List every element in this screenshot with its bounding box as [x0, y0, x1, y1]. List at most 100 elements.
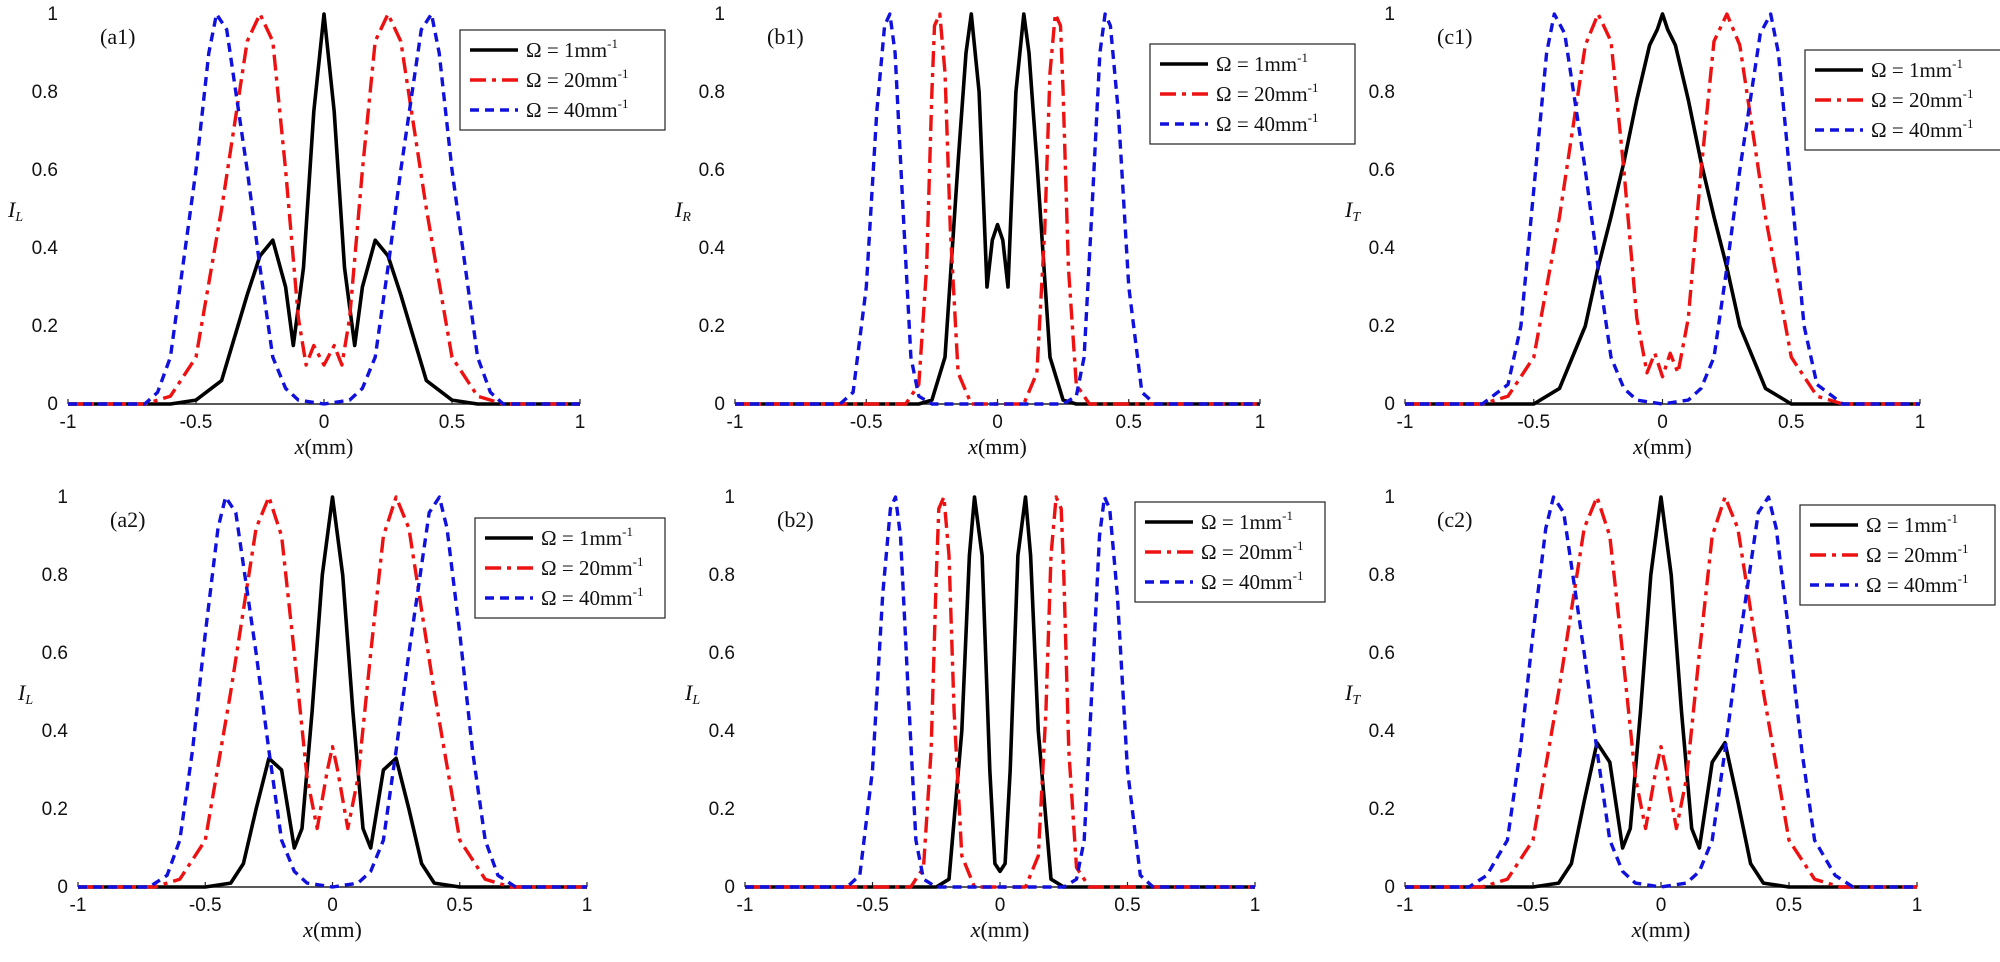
legend-label-text: Ω = 20mm	[1871, 88, 1963, 112]
series-line-2	[78, 495, 587, 889]
x-axis-label-var: x	[294, 434, 305, 459]
x-tick-label: -1	[1397, 895, 1414, 916]
x-tick-label: -1	[70, 895, 87, 916]
x-tick-label: 0	[327, 895, 338, 916]
x-tick-label: 0.5	[1778, 412, 1804, 433]
y-tick-label: 0.2	[1369, 316, 1395, 337]
panel-label: (c1)	[1437, 24, 1472, 49]
x-tick-label: 0	[992, 412, 1003, 433]
x-axis-label: x(mm)	[967, 434, 1027, 459]
legend-label-sup: -1	[633, 554, 644, 569]
y-tick-label: 0	[57, 877, 68, 898]
legend-label-sup: -1	[1282, 508, 1293, 523]
chart-panel: -1 -0.5 0 0.5 1 0 0.2 0.4 0.6 0.8 1 x(mm) IT (c2) Ω = …	[1344, 487, 1996, 942]
series-line-1	[745, 495, 1255, 889]
chart-panel: -1 -0.5 0 0.5 1 0 0.2 0.4 0.6 0.8 1 x(mm) IL (a1) Ω = …	[7, 4, 666, 459]
series-line-3	[78, 495, 587, 889]
y-axis-label: IL	[7, 197, 23, 225]
x-tick-label: -0.5	[856, 895, 889, 916]
chart-panel: -1 -0.5 0 0.5 1 0 0.2 0.4 0.6 0.8 1 x(mm) IL (a2) Ω = …	[17, 487, 666, 942]
y-tick-label: 0.4	[1369, 238, 1396, 259]
x-axis-label-var: x	[967, 434, 978, 459]
panel-label: (a1)	[100, 24, 135, 49]
legend-label-sup: -1	[1958, 571, 1969, 586]
legend-label-3: Ω = 40mm-1	[1866, 571, 1968, 597]
x-tick-label: -1	[737, 895, 754, 916]
y-tick-label: 0	[1384, 394, 1395, 415]
x-axis-label: x(mm)	[302, 917, 362, 942]
x-axis-label-var: x	[1632, 434, 1643, 459]
y-tick-label: 0.8	[699, 82, 725, 103]
y-axis-label-sub: L	[14, 210, 23, 225]
y-tick-label: 0.6	[699, 160, 725, 181]
y-tick-label: 0.8	[709, 565, 735, 586]
series-line-3	[68, 12, 580, 406]
y-tick-label: 0	[724, 877, 735, 898]
y-axis-label-sub: T	[1352, 210, 1361, 225]
y-tick-label: 0.6	[32, 160, 58, 181]
y-tick-label: 0.2	[1369, 799, 1395, 820]
legend-label-text: Ω = 20mm	[1866, 543, 1958, 567]
x-tick-label: 0.5	[1116, 412, 1142, 433]
legend-box	[474, 517, 666, 619]
legend-label-2: Ω = 20mm-1	[1201, 538, 1303, 564]
legend-label-text: Ω = 20mm	[526, 68, 618, 92]
legend: Ω = 1mm-1Ω = 20mm-1Ω = 40mm-1	[474, 517, 666, 619]
chart-panel: -1 -0.5 0 0.5 1 0 0.2 0.4 0.6 0.8 1 x(mm) IL (b2) Ω = …	[684, 487, 1326, 942]
series-line-1	[735, 12, 1260, 406]
x-axis-label-var: x	[970, 917, 981, 942]
chart-panel: -1 -0.5 0 0.5 1 0 0.2 0.4 0.6 0.8 1 x(mm) IT (c1) Ω = …	[1344, 4, 2000, 459]
y-tick-label: 1	[714, 4, 725, 25]
legend-label-text: Ω = 20mm	[1201, 540, 1293, 564]
legend-label-sup: -1	[1947, 511, 1958, 526]
y-tick-label: 1	[724, 487, 735, 508]
y-tick-label: 1	[57, 487, 68, 508]
series-line-1	[1405, 495, 1917, 889]
y-tick-label: 0.2	[699, 316, 725, 337]
legend-label-text: Ω = 40mm	[526, 98, 618, 122]
legend-label-text: Ω = 40mm	[1866, 573, 1958, 597]
y-tick-label: 0.4	[42, 721, 69, 742]
series-line-3	[735, 12, 1260, 406]
series-line-3	[1405, 12, 1920, 406]
legend-label-sup: -1	[622, 524, 633, 539]
legend-label-text: Ω = 1mm	[541, 526, 622, 550]
y-axis-label-sub: L	[24, 693, 33, 708]
panel-label: (b2)	[777, 507, 814, 532]
legend-label-text: Ω = 1mm	[1216, 52, 1297, 76]
y-tick-label: 0.6	[709, 643, 735, 664]
y-tick-label: 0.8	[42, 565, 68, 586]
y-axis-label-main: I	[674, 197, 684, 222]
y-tick-label: 0.2	[42, 799, 68, 820]
y-axis-label: IT	[1344, 680, 1361, 708]
legend: Ω = 1mm-1Ω = 20mm-1Ω = 40mm-1	[1804, 49, 2000, 151]
legend-label-text: Ω = 40mm	[541, 586, 633, 610]
legend-label-sup: -1	[1297, 50, 1308, 65]
y-axis-label-main: I	[684, 680, 694, 705]
y-axis-label-main: I	[1344, 680, 1354, 705]
y-axis-label-main: I	[17, 680, 27, 705]
legend-label-sup: -1	[1293, 538, 1304, 553]
x-axis-label-unit: (mm)	[313, 917, 362, 942]
legend-label-sup: -1	[1293, 568, 1304, 583]
legend-label-sup: -1	[607, 36, 618, 51]
y-axis-label: IL	[684, 680, 700, 708]
x-axis-label-unit: (mm)	[980, 917, 1029, 942]
legend-label-2: Ω = 20mm-1	[1216, 80, 1318, 106]
x-tick-label: 1	[1255, 412, 1266, 433]
series-line-2	[745, 495, 1255, 889]
x-tick-label: 1	[1250, 895, 1261, 916]
legend-label-sup: -1	[1963, 86, 1974, 101]
y-axis-label-main: I	[7, 197, 17, 222]
x-tick-label: 0.5	[447, 895, 473, 916]
series-line-2	[1405, 495, 1917, 889]
x-tick-label: -1	[727, 412, 744, 433]
series-line-2	[1405, 12, 1920, 406]
legend-label-sup: -1	[1963, 116, 1974, 131]
legend-label-2: Ω = 20mm-1	[1866, 541, 1968, 567]
legend-label-1: Ω = 1mm-1	[541, 524, 633, 550]
y-axis-label-sub: R	[681, 210, 691, 225]
y-tick-label: 0.6	[1369, 643, 1395, 664]
legend-label-text: Ω = 1mm	[1866, 513, 1947, 537]
chart-panel: -1 -0.5 0 0.5 100.20.40.60.81x(mm)IR(b1)Ω = …	[674, 4, 1356, 459]
